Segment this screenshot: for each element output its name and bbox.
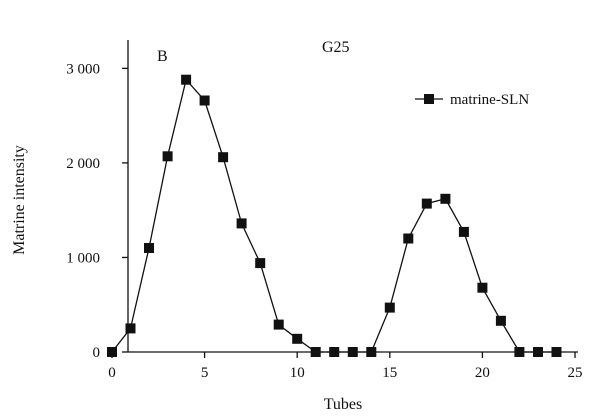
data-point xyxy=(125,323,136,334)
data-point xyxy=(347,347,358,357)
series-line-matrine-sln xyxy=(111,78,557,353)
data-point xyxy=(366,347,377,357)
legend-marker xyxy=(424,94,434,104)
data-point xyxy=(440,193,451,204)
panel-label: B xyxy=(157,48,168,65)
axes xyxy=(127,40,578,353)
data-point xyxy=(551,347,562,357)
y-tick-label: 1 000 xyxy=(66,250,100,266)
data-point xyxy=(403,233,414,244)
x-axis-title: Tubes xyxy=(324,396,363,413)
data-point xyxy=(236,218,247,229)
chart-title: G25 xyxy=(322,39,350,56)
x-tick-label: 20 xyxy=(475,365,490,381)
data-point xyxy=(292,333,303,344)
data-point xyxy=(199,95,210,106)
data-point xyxy=(458,226,469,237)
data-point xyxy=(310,347,321,357)
data-point xyxy=(384,302,395,313)
data-point xyxy=(477,282,488,293)
series-layer xyxy=(107,74,562,357)
y-axis-title: Matrine intensity xyxy=(11,145,28,255)
legend-label: matrine-SLN xyxy=(450,92,529,108)
x-tick-label: 5 xyxy=(201,365,209,381)
x-tick-label: 15 xyxy=(382,365,397,381)
legend: matrine-SLN xyxy=(415,92,529,108)
data-point xyxy=(495,315,506,326)
data-point xyxy=(144,243,154,253)
data-point xyxy=(329,347,340,357)
x-ticks: 0 5 10 15 20 25 xyxy=(108,352,583,381)
x-tick-label: 0 xyxy=(108,365,116,381)
y-tick-label: 3 000 xyxy=(66,61,100,77)
data-point xyxy=(218,152,229,163)
y-ticks: 0 1 000 2 000 3 000 xyxy=(66,61,128,361)
data-point xyxy=(514,347,525,357)
data-point xyxy=(273,319,284,330)
y-tick-label: 0 xyxy=(93,345,101,361)
data-point xyxy=(255,258,266,269)
data-point xyxy=(107,347,117,357)
x-tick-label: 25 xyxy=(568,365,583,381)
y-tick-label: 2 000 xyxy=(66,156,100,172)
data-point xyxy=(421,198,432,209)
x-tick-label: 10 xyxy=(290,365,305,381)
data-point xyxy=(181,74,192,85)
data-point xyxy=(162,151,173,162)
data-point xyxy=(533,347,543,357)
